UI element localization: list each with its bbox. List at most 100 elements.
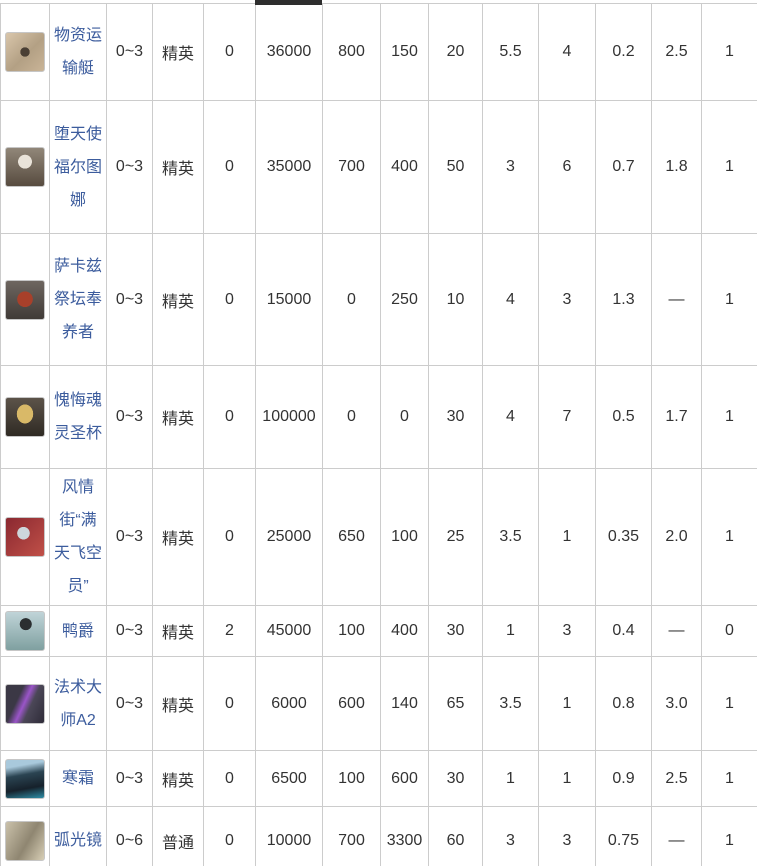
stat-cell: 3: [538, 233, 596, 366]
street-sky-flyer-icon[interactable]: [5, 517, 45, 557]
enemy-name-link[interactable]: 物资运输艇: [53, 27, 102, 77]
stat-cell: 400: [380, 100, 429, 234]
remorse-soul-grail-icon[interactable]: [5, 397, 45, 437]
enemy-table-row: 鸭爵 0~3 精英 2 45000 100 400 30 1 3 0.4—0: [0, 605, 757, 657]
stat-cell: 1: [701, 100, 757, 234]
tier-cell: 精英: [152, 750, 204, 807]
stat-cell: 15000: [255, 233, 323, 366]
stat-cell: 50: [428, 100, 483, 234]
stat-cell: —: [651, 605, 702, 657]
enemy-name-link[interactable]: 风情街“满天飞空员”: [53, 479, 102, 595]
duck-lord-icon[interactable]: [5, 611, 45, 651]
sorted-column-indicator: [255, 0, 322, 5]
enemy-table-row: 愧悔魂灵圣杯 0~3 精英 0 100000 0 0 30 4 7 0.5 1.7 1: [0, 365, 757, 469]
stat-cell: 0.35: [595, 468, 652, 606]
enemy-table-row: 萨卡兹祭坛奉养者 0~3 精英 0 15000 0 250 10 4 3 1.3—1: [0, 233, 757, 366]
level-range-cell: 0~3: [106, 233, 153, 366]
stat-cell: 30: [428, 750, 483, 807]
stat-cell: 2.5: [651, 3, 702, 101]
enemy-name-link[interactable]: 寒霜: [61, 770, 94, 787]
stat-cell: 400: [380, 605, 429, 657]
arts-master-a2-icon[interactable]: [5, 683, 45, 724]
tier-cell: 精英: [152, 100, 204, 234]
stat-cell: 36000: [255, 3, 323, 101]
stat-cell: 1: [701, 3, 757, 101]
stat-cell: 2.0: [651, 468, 702, 606]
enemy-name-cell: 鸭爵: [49, 605, 107, 657]
stat-cell: 25000: [255, 468, 323, 606]
enemy-name-link[interactable]: 鸭爵: [61, 622, 94, 640]
supply-transport-boat-icon[interactable]: [5, 32, 45, 72]
stat-cell: 3.5: [482, 656, 539, 751]
stat-cell: 0.75: [595, 806, 652, 866]
level-range-cell: 0~3: [106, 750, 153, 807]
stat-cell: 800: [322, 3, 381, 101]
enemy-table-row: 法术大师A2 0~3 精英 0 6000 600 140 65 3.5 1 0.8 3.0 1: [0, 656, 757, 751]
enemy-icon-cell: [0, 100, 50, 234]
enemy-name-link[interactable]: 愧悔魂灵圣杯: [53, 392, 102, 442]
stat-cell: 0: [203, 806, 256, 866]
stat-cell: 2: [203, 605, 256, 657]
level-range-cell: 0~3: [106, 605, 153, 657]
enemy-name-link[interactable]: 堕天使福尔图娜: [53, 125, 102, 209]
stat-cell: 1: [701, 233, 757, 366]
stat-cell: 1: [538, 656, 596, 751]
stat-cell: 20: [428, 3, 483, 101]
stat-cell: 150: [380, 3, 429, 101]
enemy-table-row: 弧光镜 0~6 普通 0 10000 700 3300 60 3 3 0.75—1: [0, 806, 757, 866]
stat-cell: 1: [482, 750, 539, 807]
enemy-name-link[interactable]: 弧光镜: [53, 832, 102, 849]
stat-cell: 0.2: [595, 3, 652, 101]
level-range-cell: 0~3: [106, 100, 153, 234]
enemy-table-body: 物资运输艇 0~3 精英 0 36000 800 150 20 5.5 4 0.2 2.5 1 堕天使福尔…: [0, 3, 757, 866]
stat-cell: 0.7: [595, 100, 652, 234]
enemy-stats-table: 物资运输艇 0~3 精英 0 36000 800 150 20 5.5 4 0.2 2.5 1 堕天使福尔…: [0, 3, 757, 866]
stat-cell: 600: [380, 750, 429, 807]
stat-cell: 4: [482, 365, 539, 469]
arc-light-mirror-icon[interactable]: [5, 820, 45, 861]
frost-icon[interactable]: [5, 758, 45, 799]
enemy-name-cell: 物资运输艇: [49, 3, 107, 101]
stat-cell: 0: [203, 656, 256, 751]
stat-cell: 65: [428, 656, 483, 751]
stat-cell: —: [651, 233, 702, 366]
fallen-angel-fortuna-icon[interactable]: [5, 147, 45, 187]
sarkaz-altar-provider-icon[interactable]: [5, 279, 45, 320]
stat-cell: 3300: [380, 806, 429, 866]
enemy-name-link[interactable]: 法术大师A2: [53, 678, 102, 729]
enemy-name-cell: 风情街“满天飞空员”: [49, 468, 107, 606]
stat-cell: 0: [203, 233, 256, 366]
level-range-cell: 0~3: [106, 468, 153, 606]
enemy-icon-cell: [0, 365, 50, 469]
stat-cell: 140: [380, 656, 429, 751]
stat-cell: 6500: [255, 750, 323, 807]
stat-cell: 10000: [255, 806, 323, 866]
stat-cell: 700: [322, 806, 381, 866]
stat-cell: 0: [203, 750, 256, 807]
enemy-icon-cell: [0, 750, 50, 807]
tier-cell: 普通: [152, 806, 204, 866]
stat-cell: 1: [701, 365, 757, 469]
stat-cell: 600: [322, 656, 381, 751]
enemy-icon-cell: [0, 605, 50, 657]
stat-cell: 2.5: [651, 750, 702, 807]
enemy-icon-cell: [0, 233, 50, 366]
stat-cell: 0: [203, 100, 256, 234]
enemy-name-link[interactable]: 萨卡兹祭坛奉养者: [53, 258, 102, 341]
stat-cell: 1.7: [651, 365, 702, 469]
tier-cell: 精英: [152, 656, 204, 751]
stat-cell: 7: [538, 365, 596, 469]
enemy-icon-cell: [0, 3, 50, 101]
stat-cell: 60: [428, 806, 483, 866]
stat-cell: —: [651, 806, 702, 866]
enemy-icon-cell: [0, 806, 50, 866]
stat-cell: 0.5: [595, 365, 652, 469]
stat-cell: 0: [701, 605, 757, 657]
stat-cell: 4: [482, 233, 539, 366]
stat-cell: 0.8: [595, 656, 652, 751]
stat-cell: 100: [380, 468, 429, 606]
stat-cell: 1: [538, 468, 596, 606]
stat-cell: 1: [701, 750, 757, 807]
stat-cell: 6: [538, 100, 596, 234]
tier-cell: 精英: [152, 365, 204, 469]
